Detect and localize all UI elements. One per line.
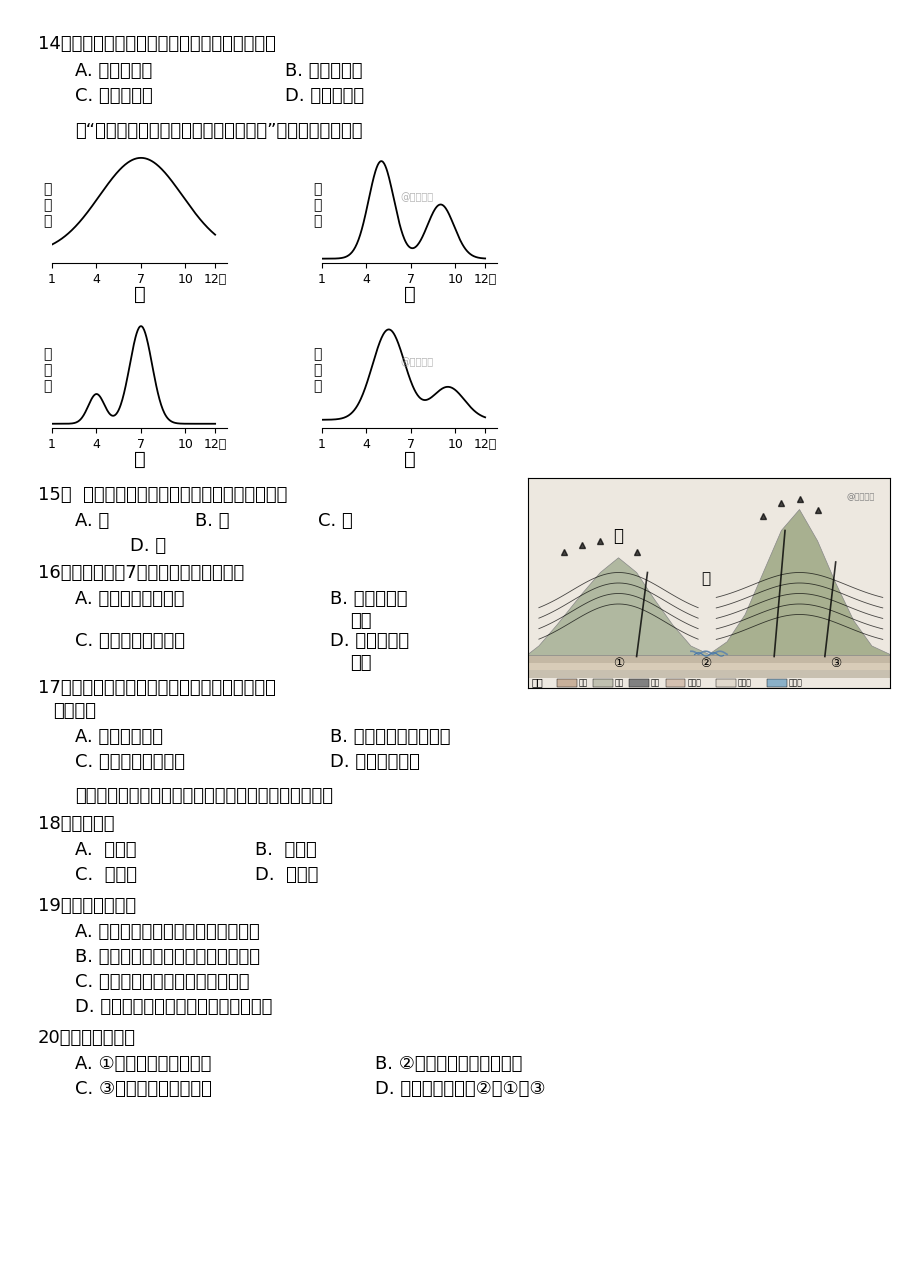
Text: D. 丁: D. 丁	[130, 538, 166, 555]
Y-axis label: 径
流
量: 径 流 量	[43, 182, 52, 229]
Text: 14．在下列节气中，符台北京白昼逐渐变短的是: 14．在下列节气中，符台北京白昼逐渐变短的是	[38, 34, 276, 54]
Text: 影响: 影响	[349, 654, 371, 671]
Text: 15．  图中反映华北地区河流径流量变化特征的是: 15． 图中反映华北地区河流径流量变化特征的是	[38, 485, 287, 505]
Text: @正确教育: @正确教育	[845, 492, 874, 501]
Polygon shape	[528, 558, 709, 655]
Text: 17．近年来图中甲河流下游含沙量变大，最可能: 17．近年来图中甲河流下游含沙量变大，最可能	[38, 679, 276, 697]
Text: D. 准静止锋的: D. 准静止锋的	[330, 632, 409, 650]
Text: 河、湖: 河、湖	[788, 678, 801, 687]
Text: B. 伏旱天气的: B. 伏旱天气的	[330, 590, 407, 608]
Text: A.  背斜山: A. 背斜山	[75, 841, 136, 859]
Text: 乙: 乙	[403, 285, 414, 304]
Text: ①: ①	[612, 657, 623, 670]
Text: C. 区域内降水量减小: C. 区域内降水量减小	[75, 753, 185, 771]
Text: 16．导致乙河流7月径流量骤减的原因是: 16．导致乙河流7月径流量骤减的原因是	[38, 564, 244, 582]
Y-axis label: 径
流
量: 径 流 量	[313, 348, 322, 394]
Text: 甲: 甲	[133, 285, 145, 304]
Text: 18．图中甲是: 18．图中甲是	[38, 815, 114, 833]
Text: C. ③处可能含有生物化石: C. ③处可能含有生物化石	[75, 1080, 211, 1098]
Text: B. 乙: B. 乙	[195, 512, 229, 530]
Text: C. 大暑至处暑: C. 大暑至处暑	[75, 87, 153, 104]
Text: C. 甲、乙两座山脉的形成原因相同: C. 甲、乙两座山脉的形成原因相同	[75, 973, 249, 991]
Text: B.  背斜谷: B. 背斜谷	[255, 841, 316, 859]
Text: A. 北太平洋副高衰弱: A. 北太平洋副高衰弱	[75, 590, 185, 608]
Y-axis label: 径
流
量: 径 流 量	[43, 348, 52, 394]
Text: 图例: 图例	[531, 676, 543, 687]
Text: A. 下游流量变小: A. 下游流量变小	[75, 727, 163, 747]
Text: 丙: 丙	[133, 450, 145, 469]
Text: 读“我国不同地区河流径流量过程示意图”，回答下列各题。: 读“我国不同地区河流径流量过程示意图”，回答下列各题。	[75, 122, 362, 140]
Text: 丙: 丙	[700, 571, 709, 586]
Text: 石灰岐: 石灰岐	[737, 678, 751, 687]
Text: B. 图中地貌的形成只与板块张裂有关: B. 图中地貌的形成只与板块张裂有关	[75, 948, 260, 966]
Text: 页岐: 页岐	[614, 678, 623, 687]
Text: C.  向斜山: C. 向斜山	[75, 866, 137, 884]
Text: 砂岐: 砂岐	[578, 678, 587, 687]
Text: D. 大雪至小寒: D. 大雪至小寒	[285, 87, 364, 104]
Text: C. 丙: C. 丙	[318, 512, 352, 530]
Text: 20．下列正确的是: 20．下列正确的是	[38, 1029, 136, 1047]
Text: A. 甲: A. 甲	[75, 512, 109, 530]
Text: D. 丙河流的形成与断层处岐体破碎有关: D. 丙河流的形成与断层处岐体破碎有关	[75, 998, 272, 1015]
Text: A. ①处为良好的储水构造: A. ①处为良好的储水构造	[75, 1055, 211, 1073]
Text: 影响: 影响	[349, 612, 371, 631]
Text: B. 小满至小暑: B. 小满至小暑	[285, 62, 362, 80]
Text: 丁: 丁	[403, 450, 414, 469]
Y-axis label: 径
流
量: 径 流 量	[313, 182, 322, 229]
Text: @正确教育: @正确教育	[401, 357, 434, 367]
Text: A. 图中地貌的形成只与外力作用有关: A. 图中地貌的形成只与外力作用有关	[75, 922, 259, 941]
Text: 甲: 甲	[613, 527, 623, 545]
Text: D. 上游修建水库: D. 上游修建水库	[330, 753, 419, 771]
Text: ②: ②	[699, 657, 710, 670]
Polygon shape	[709, 510, 889, 655]
Text: 19．下列正确的为: 19．下列正确的为	[38, 897, 136, 915]
Text: 花岗岐: 花岗岐	[686, 678, 700, 687]
Text: 矿床: 矿床	[651, 678, 660, 687]
Text: @正确教育: @正确教育	[401, 192, 434, 201]
Text: B. 上游植被覆盖率下降: B. 上游植被覆盖率下降	[330, 727, 450, 747]
Text: A. 惊蛵至清明: A. 惊蛵至清明	[75, 62, 152, 80]
Text: D.  向斜谷: D. 向斜谷	[255, 866, 318, 884]
Text: C. 亚洲高压势力增强: C. 亚洲高压势力增强	[75, 632, 185, 650]
Text: 的原因是: 的原因是	[53, 702, 96, 720]
Text: 结合我国某区域地貌景观和地质剖面图，回答下列各题: 结合我国某区域地貌景观和地质剖面图，回答下列各题	[75, 787, 333, 805]
Text: D. 形成时间顺序为②、①、③: D. 形成时间顺序为②、①、③	[375, 1080, 545, 1098]
Text: B. ②处可能形成于干旱环境: B. ②处可能形成于干旱环境	[375, 1055, 522, 1073]
Text: ③: ③	[829, 657, 840, 670]
